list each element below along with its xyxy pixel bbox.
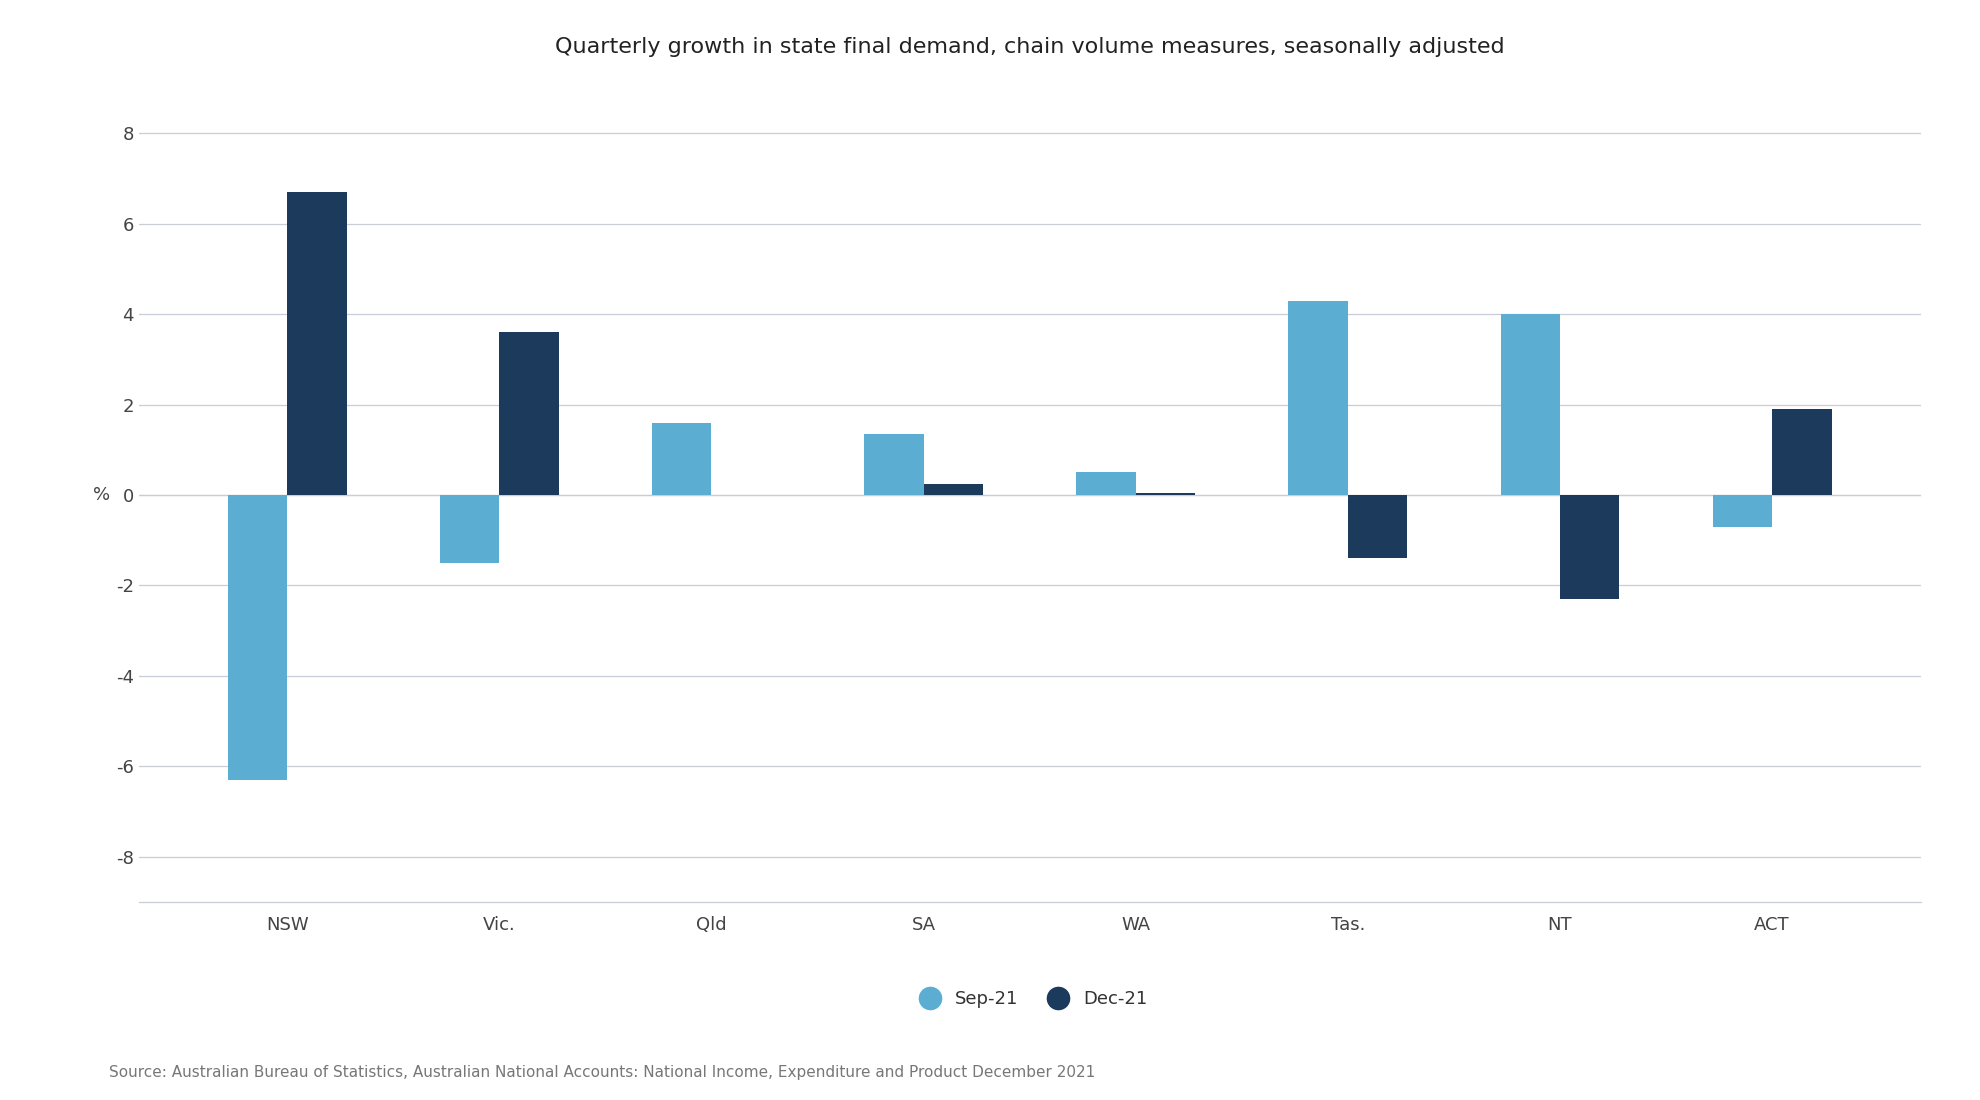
Bar <box>228 495 287 780</box>
Title: Quarterly growth in state final demand, chain volume measures, seasonally adjust: Quarterly growth in state final demand, … <box>554 37 1505 57</box>
Bar <box>1137 493 1196 495</box>
Bar <box>1560 495 1620 600</box>
Bar <box>1501 315 1560 495</box>
Bar <box>1348 495 1408 559</box>
Bar <box>1077 472 1137 495</box>
Bar <box>923 484 982 495</box>
Bar <box>651 422 711 495</box>
Bar <box>863 434 923 495</box>
Bar <box>1772 409 1832 495</box>
Y-axis label: %: % <box>93 486 111 504</box>
Bar <box>499 332 558 495</box>
Legend: Sep-21, Dec-21: Sep-21, Dec-21 <box>905 982 1154 1015</box>
Bar <box>1289 300 1348 495</box>
Text: Source: Australian Bureau of Statistics, Australian National Accounts: National : Source: Australian Bureau of Statistics,… <box>109 1065 1095 1080</box>
Bar <box>1713 495 1772 527</box>
Bar <box>440 495 499 563</box>
Bar <box>287 192 346 495</box>
